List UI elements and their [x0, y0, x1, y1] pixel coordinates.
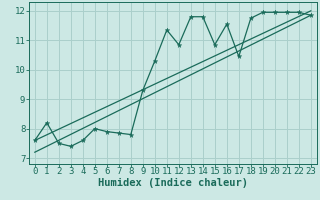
X-axis label: Humidex (Indice chaleur): Humidex (Indice chaleur): [98, 178, 248, 188]
